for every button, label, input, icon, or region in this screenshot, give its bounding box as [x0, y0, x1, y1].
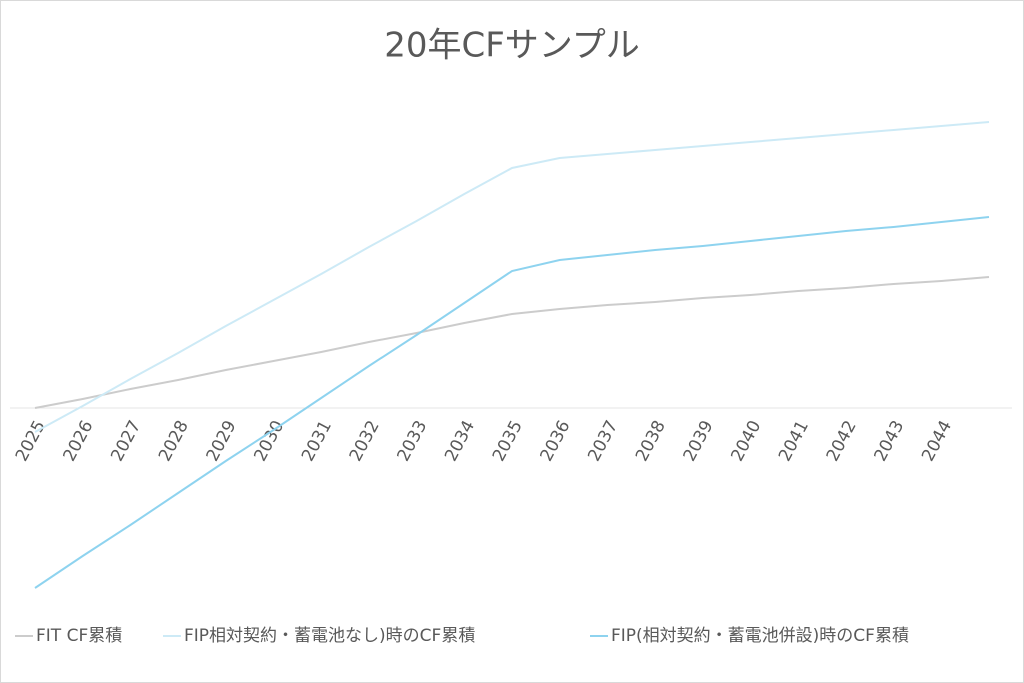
series-line	[34, 216, 990, 589]
legend-label: FIP相対契約・蓄電池なし)時のCF累積	[184, 626, 475, 646]
chart-title: 20年CFサンプル	[384, 26, 640, 66]
series-line	[34, 276, 990, 409]
series-line	[34, 121, 990, 433]
legend-label: FIP(相対契約・蓄電池併設)時のCF累積	[611, 626, 909, 646]
legend-label: FIT CF累積	[36, 626, 122, 646]
